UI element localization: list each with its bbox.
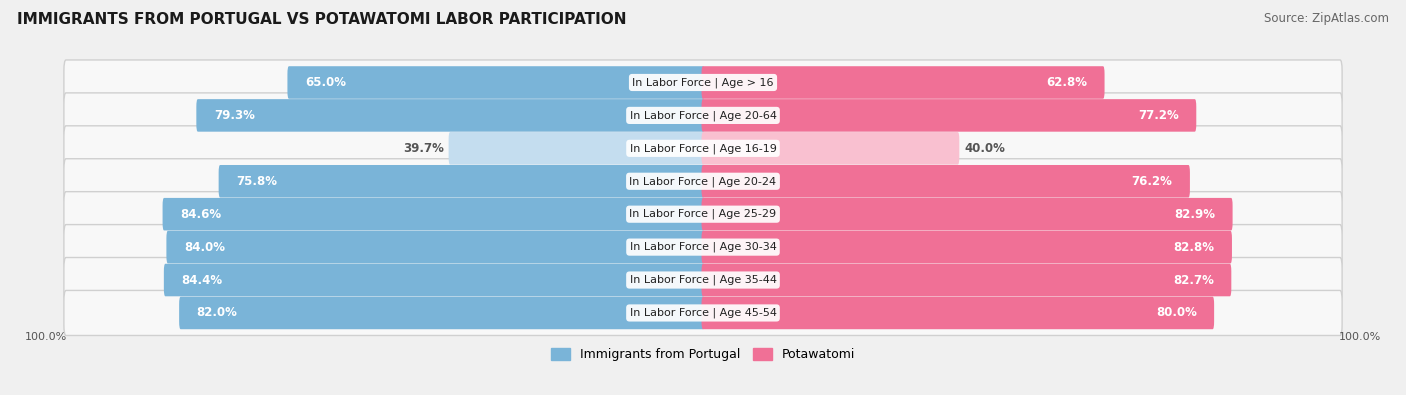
Text: 62.8%: 62.8% [1046,76,1087,89]
FancyBboxPatch shape [166,231,704,263]
FancyBboxPatch shape [449,132,704,165]
Text: 39.7%: 39.7% [404,142,444,155]
Text: In Labor Force | Age 20-64: In Labor Force | Age 20-64 [630,110,776,120]
Text: In Labor Force | Age 16-19: In Labor Force | Age 16-19 [630,143,776,154]
FancyBboxPatch shape [63,60,1343,105]
FancyBboxPatch shape [63,126,1343,171]
Text: 77.2%: 77.2% [1137,109,1178,122]
Text: In Labor Force | Age 35-44: In Labor Force | Age 35-44 [630,275,776,285]
Text: 40.0%: 40.0% [965,142,1005,155]
FancyBboxPatch shape [63,159,1343,204]
FancyBboxPatch shape [197,99,704,132]
Text: 82.9%: 82.9% [1174,208,1215,221]
Text: 84.4%: 84.4% [181,273,222,286]
Legend: Immigrants from Portugal, Potawatomi: Immigrants from Portugal, Potawatomi [546,343,860,366]
FancyBboxPatch shape [165,264,704,296]
FancyBboxPatch shape [702,132,959,165]
FancyBboxPatch shape [702,66,1105,99]
FancyBboxPatch shape [63,225,1343,270]
FancyBboxPatch shape [163,198,704,230]
Text: 100.0%: 100.0% [24,332,67,342]
Text: Source: ZipAtlas.com: Source: ZipAtlas.com [1264,12,1389,25]
Text: 100.0%: 100.0% [1339,332,1382,342]
Text: 82.0%: 82.0% [197,307,238,320]
Text: 76.2%: 76.2% [1132,175,1173,188]
Text: 84.0%: 84.0% [184,241,225,254]
Text: IMMIGRANTS FROM PORTUGAL VS POTAWATOMI LABOR PARTICIPATION: IMMIGRANTS FROM PORTUGAL VS POTAWATOMI L… [17,12,626,27]
Text: In Labor Force | Age 20-24: In Labor Force | Age 20-24 [630,176,776,186]
Text: 84.6%: 84.6% [180,208,221,221]
Text: In Labor Force | Age 30-34: In Labor Force | Age 30-34 [630,242,776,252]
FancyBboxPatch shape [702,198,1233,230]
FancyBboxPatch shape [63,93,1343,138]
Text: In Labor Force | Age 25-29: In Labor Force | Age 25-29 [630,209,776,220]
Text: 80.0%: 80.0% [1156,307,1197,320]
FancyBboxPatch shape [63,192,1343,237]
Text: 65.0%: 65.0% [305,76,346,89]
FancyBboxPatch shape [179,297,704,329]
Text: 79.3%: 79.3% [214,109,254,122]
FancyBboxPatch shape [63,290,1343,335]
FancyBboxPatch shape [702,165,1189,198]
Text: 82.7%: 82.7% [1173,273,1213,286]
FancyBboxPatch shape [702,297,1215,329]
FancyBboxPatch shape [219,165,704,198]
Text: 82.8%: 82.8% [1174,241,1215,254]
FancyBboxPatch shape [63,258,1343,303]
FancyBboxPatch shape [702,264,1232,296]
FancyBboxPatch shape [287,66,704,99]
FancyBboxPatch shape [702,99,1197,132]
FancyBboxPatch shape [702,231,1232,263]
Text: 75.8%: 75.8% [236,175,277,188]
Text: In Labor Force | Age 45-54: In Labor Force | Age 45-54 [630,308,776,318]
Text: In Labor Force | Age > 16: In Labor Force | Age > 16 [633,77,773,88]
